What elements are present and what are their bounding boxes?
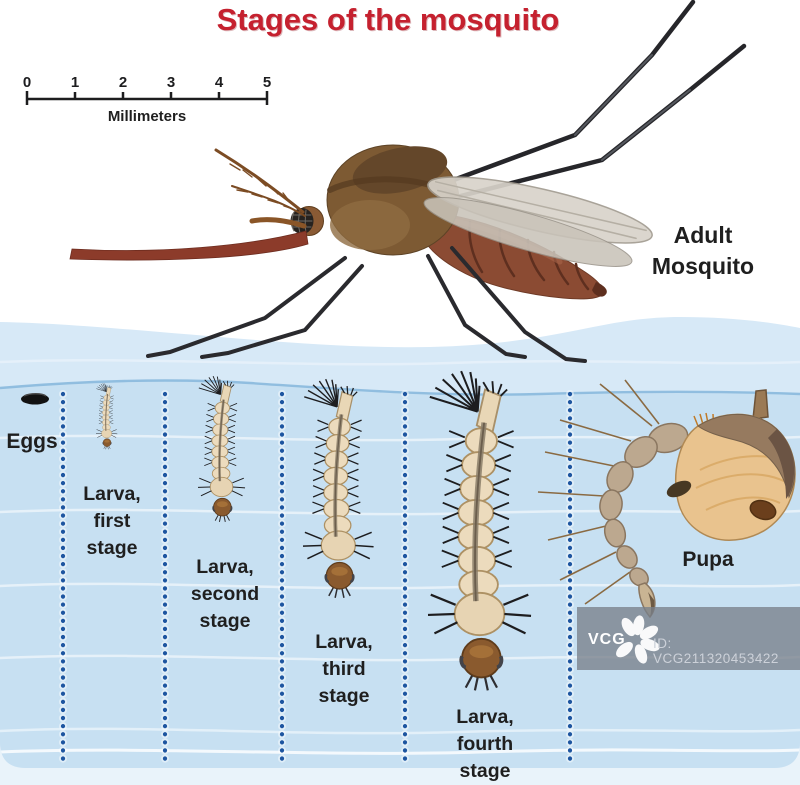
watermark-logo-text: VCG xyxy=(588,631,626,648)
eggs-label: Eggs xyxy=(6,430,58,453)
vcg-logo-icon xyxy=(616,615,660,664)
ruler-tick-1: 1 xyxy=(70,74,80,91)
ruler-tick-0: 0 xyxy=(22,74,32,91)
watermark-id-text: ID: VCG211320453422 xyxy=(653,636,779,666)
ruler-tick-4: 4 xyxy=(214,74,224,91)
eggs-illustration xyxy=(21,393,49,405)
ruler-tick-5: 5 xyxy=(262,74,272,91)
scale-ruler xyxy=(25,91,269,105)
stage-separator-dotted-lines xyxy=(59,390,574,770)
larva-fourth-stage-label: Larva, fourth stage xyxy=(456,706,514,782)
ruler-tick-2: 2 xyxy=(118,74,128,91)
larva-second-stage-label: Larva, second stage xyxy=(190,556,260,632)
pupa-label: Pupa xyxy=(682,548,734,571)
ruler-unit-label: Millimeters xyxy=(107,108,187,125)
watermark-bar xyxy=(577,607,800,670)
larva-first-stage-label: Larva, first stage xyxy=(83,483,141,559)
page-title: Stages of the mosquito xyxy=(216,2,560,37)
adult-mosquito-illustration xyxy=(69,0,747,363)
adult-mosquito-label: Adult Mosquito xyxy=(651,222,755,279)
ruler-tick-3: 3 xyxy=(166,74,176,91)
larva-third-stage-label: Larva, third stage xyxy=(315,631,373,707)
